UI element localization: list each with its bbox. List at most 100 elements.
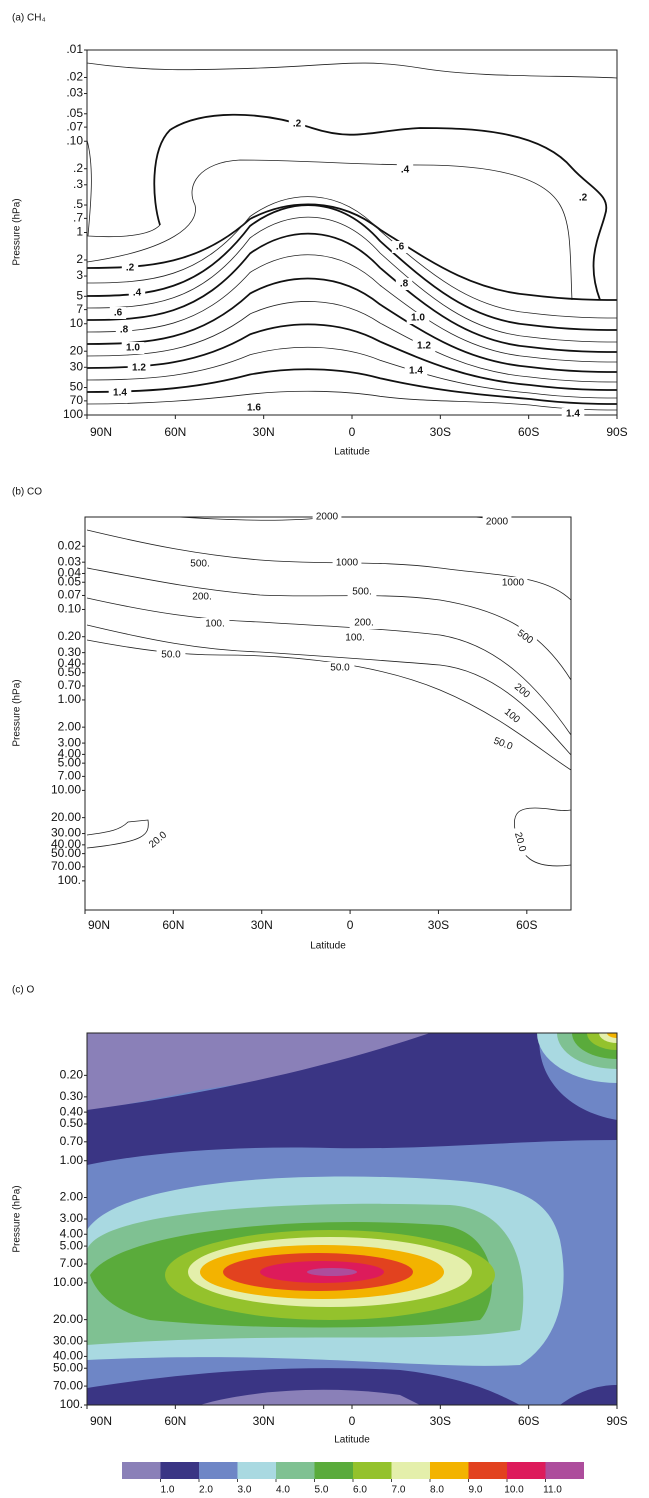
contour-label-text: .2 xyxy=(126,263,135,274)
contour-label-bg xyxy=(121,342,145,354)
contour-label: 50.0 xyxy=(156,649,186,661)
colorbar-box xyxy=(391,1462,430,1479)
panel-title: (a) CH₄ xyxy=(12,13,46,24)
contour-label-bg xyxy=(412,340,436,352)
x-tick-label: 60S xyxy=(518,425,539,439)
contour-label-text: .4 xyxy=(133,288,142,299)
y-tick-label: .03 xyxy=(66,86,83,100)
contour-label-bg xyxy=(499,704,525,728)
contour-label: 1.2 xyxy=(412,340,436,352)
y-tick-label: 10.00 xyxy=(51,783,81,797)
contour-label: 1000 xyxy=(498,577,528,589)
contour-fill xyxy=(200,1389,420,1405)
y-tick-label: 70.00 xyxy=(51,859,81,873)
contour-line xyxy=(87,254,617,363)
colorbar-label: 9.0 xyxy=(469,1485,483,1496)
contour-label-text: 1.0 xyxy=(411,313,425,324)
y-tick-label: 0.50 xyxy=(60,1116,84,1130)
contour-label: 200 xyxy=(509,679,535,703)
colorbar-label: 6.0 xyxy=(353,1485,367,1496)
contour-label: 2000 xyxy=(482,516,512,528)
contour-label-bg xyxy=(200,618,230,630)
y-tick-label: 3 xyxy=(76,268,83,282)
contour-fill xyxy=(607,1033,617,1038)
contour-label-bg xyxy=(404,365,428,377)
contour-label-text: 100. xyxy=(345,633,364,644)
contour-line xyxy=(87,204,617,331)
contour-label: 1.0 xyxy=(406,312,430,324)
contour-line xyxy=(87,277,617,373)
y-tick-label: 1 xyxy=(76,225,83,239)
y-tick-label: .5 xyxy=(73,197,83,211)
contour-label-bg xyxy=(487,733,519,755)
contour-label: .8 xyxy=(395,278,413,290)
x-tick-label: 0 xyxy=(349,425,356,439)
contour-label: 1.0 xyxy=(121,342,145,354)
contour-label-text: .4 xyxy=(401,165,410,176)
y-tick-label: 100 xyxy=(63,407,83,421)
contour-line xyxy=(87,368,617,405)
y-tick-label: 5.00 xyxy=(60,1238,84,1252)
contour-label-bg xyxy=(512,625,538,649)
contour-label: 100 xyxy=(499,704,525,728)
colorbar-box xyxy=(430,1462,469,1479)
y-tick-label: 0.10 xyxy=(58,602,82,616)
colorbar-box xyxy=(199,1462,238,1479)
contour-label-bg xyxy=(498,577,528,589)
contour-label-text: 50.0 xyxy=(161,650,181,661)
contour-label: 100. xyxy=(340,632,370,644)
contour-label-bg xyxy=(391,241,409,253)
colorbar-label: 8.0 xyxy=(430,1485,444,1496)
y-tick-label: .2 xyxy=(73,161,83,175)
contour-label-text: 1.2 xyxy=(132,363,146,374)
y-tick-label: 4.00 xyxy=(60,1226,84,1240)
contour-label-bg xyxy=(121,262,139,274)
contour-label-text: 200. xyxy=(192,592,211,603)
colorbar-label: 4.0 xyxy=(276,1485,290,1496)
contour-label-bg xyxy=(312,511,342,523)
contour-lines xyxy=(87,62,617,411)
y-tick-label: 10 xyxy=(70,316,84,330)
y-tick-label: 30.00 xyxy=(51,826,81,840)
x-tick-label: 30S xyxy=(430,1414,451,1428)
contour-label-bg xyxy=(347,586,377,598)
contour-label-bg xyxy=(115,324,133,336)
y-tick-label: 40.00 xyxy=(53,1349,83,1363)
contour-label-text: .8 xyxy=(120,325,129,336)
x-tick-label: 90S xyxy=(606,425,627,439)
contour-label-text: 2000 xyxy=(316,512,339,523)
contour-line xyxy=(87,232,617,353)
contour-fill xyxy=(87,1368,520,1405)
x-tick-label: 30N xyxy=(251,918,273,932)
colorbar-box xyxy=(545,1462,584,1479)
x-tick-label: 90N xyxy=(90,425,112,439)
y-tick-label: .05 xyxy=(66,106,83,120)
contour-label: 1.6 xyxy=(242,402,266,414)
contour-label-bg xyxy=(510,826,530,858)
contour-label-bg xyxy=(561,408,585,420)
contour-label: 50.0 xyxy=(487,733,519,755)
y-tick-label: 0.20 xyxy=(60,1068,84,1082)
y-tick-label: 0.70 xyxy=(58,678,82,692)
colorbar-label: 2.0 xyxy=(199,1485,213,1496)
colorbar-box xyxy=(468,1462,507,1479)
x-tick-label: 60N xyxy=(162,918,184,932)
contour-label: .2 xyxy=(121,262,139,274)
contour-label-text: 20.0 xyxy=(512,831,528,853)
contour-label-text: 1.0 xyxy=(126,343,140,354)
contour-line xyxy=(87,216,617,343)
x-tick-label: 0 xyxy=(347,918,354,932)
y-axis-title: Pressure (hPa) xyxy=(12,679,23,746)
plot-frame xyxy=(84,516,572,911)
x-tick-label: 60S xyxy=(516,918,537,932)
contour-fills xyxy=(87,1033,617,1405)
contour-label-bg xyxy=(406,312,430,324)
y-tick-label: 70 xyxy=(70,393,84,407)
x-axis-title: Latitude xyxy=(310,941,346,952)
contour-label-bg xyxy=(109,307,127,319)
contour-fill xyxy=(307,1268,357,1276)
colorbar-box xyxy=(122,1462,161,1479)
contour-label-text: 500. xyxy=(352,587,371,598)
contour-label: 20.0 xyxy=(510,826,530,858)
x-tick-label: 90S xyxy=(606,1414,627,1428)
